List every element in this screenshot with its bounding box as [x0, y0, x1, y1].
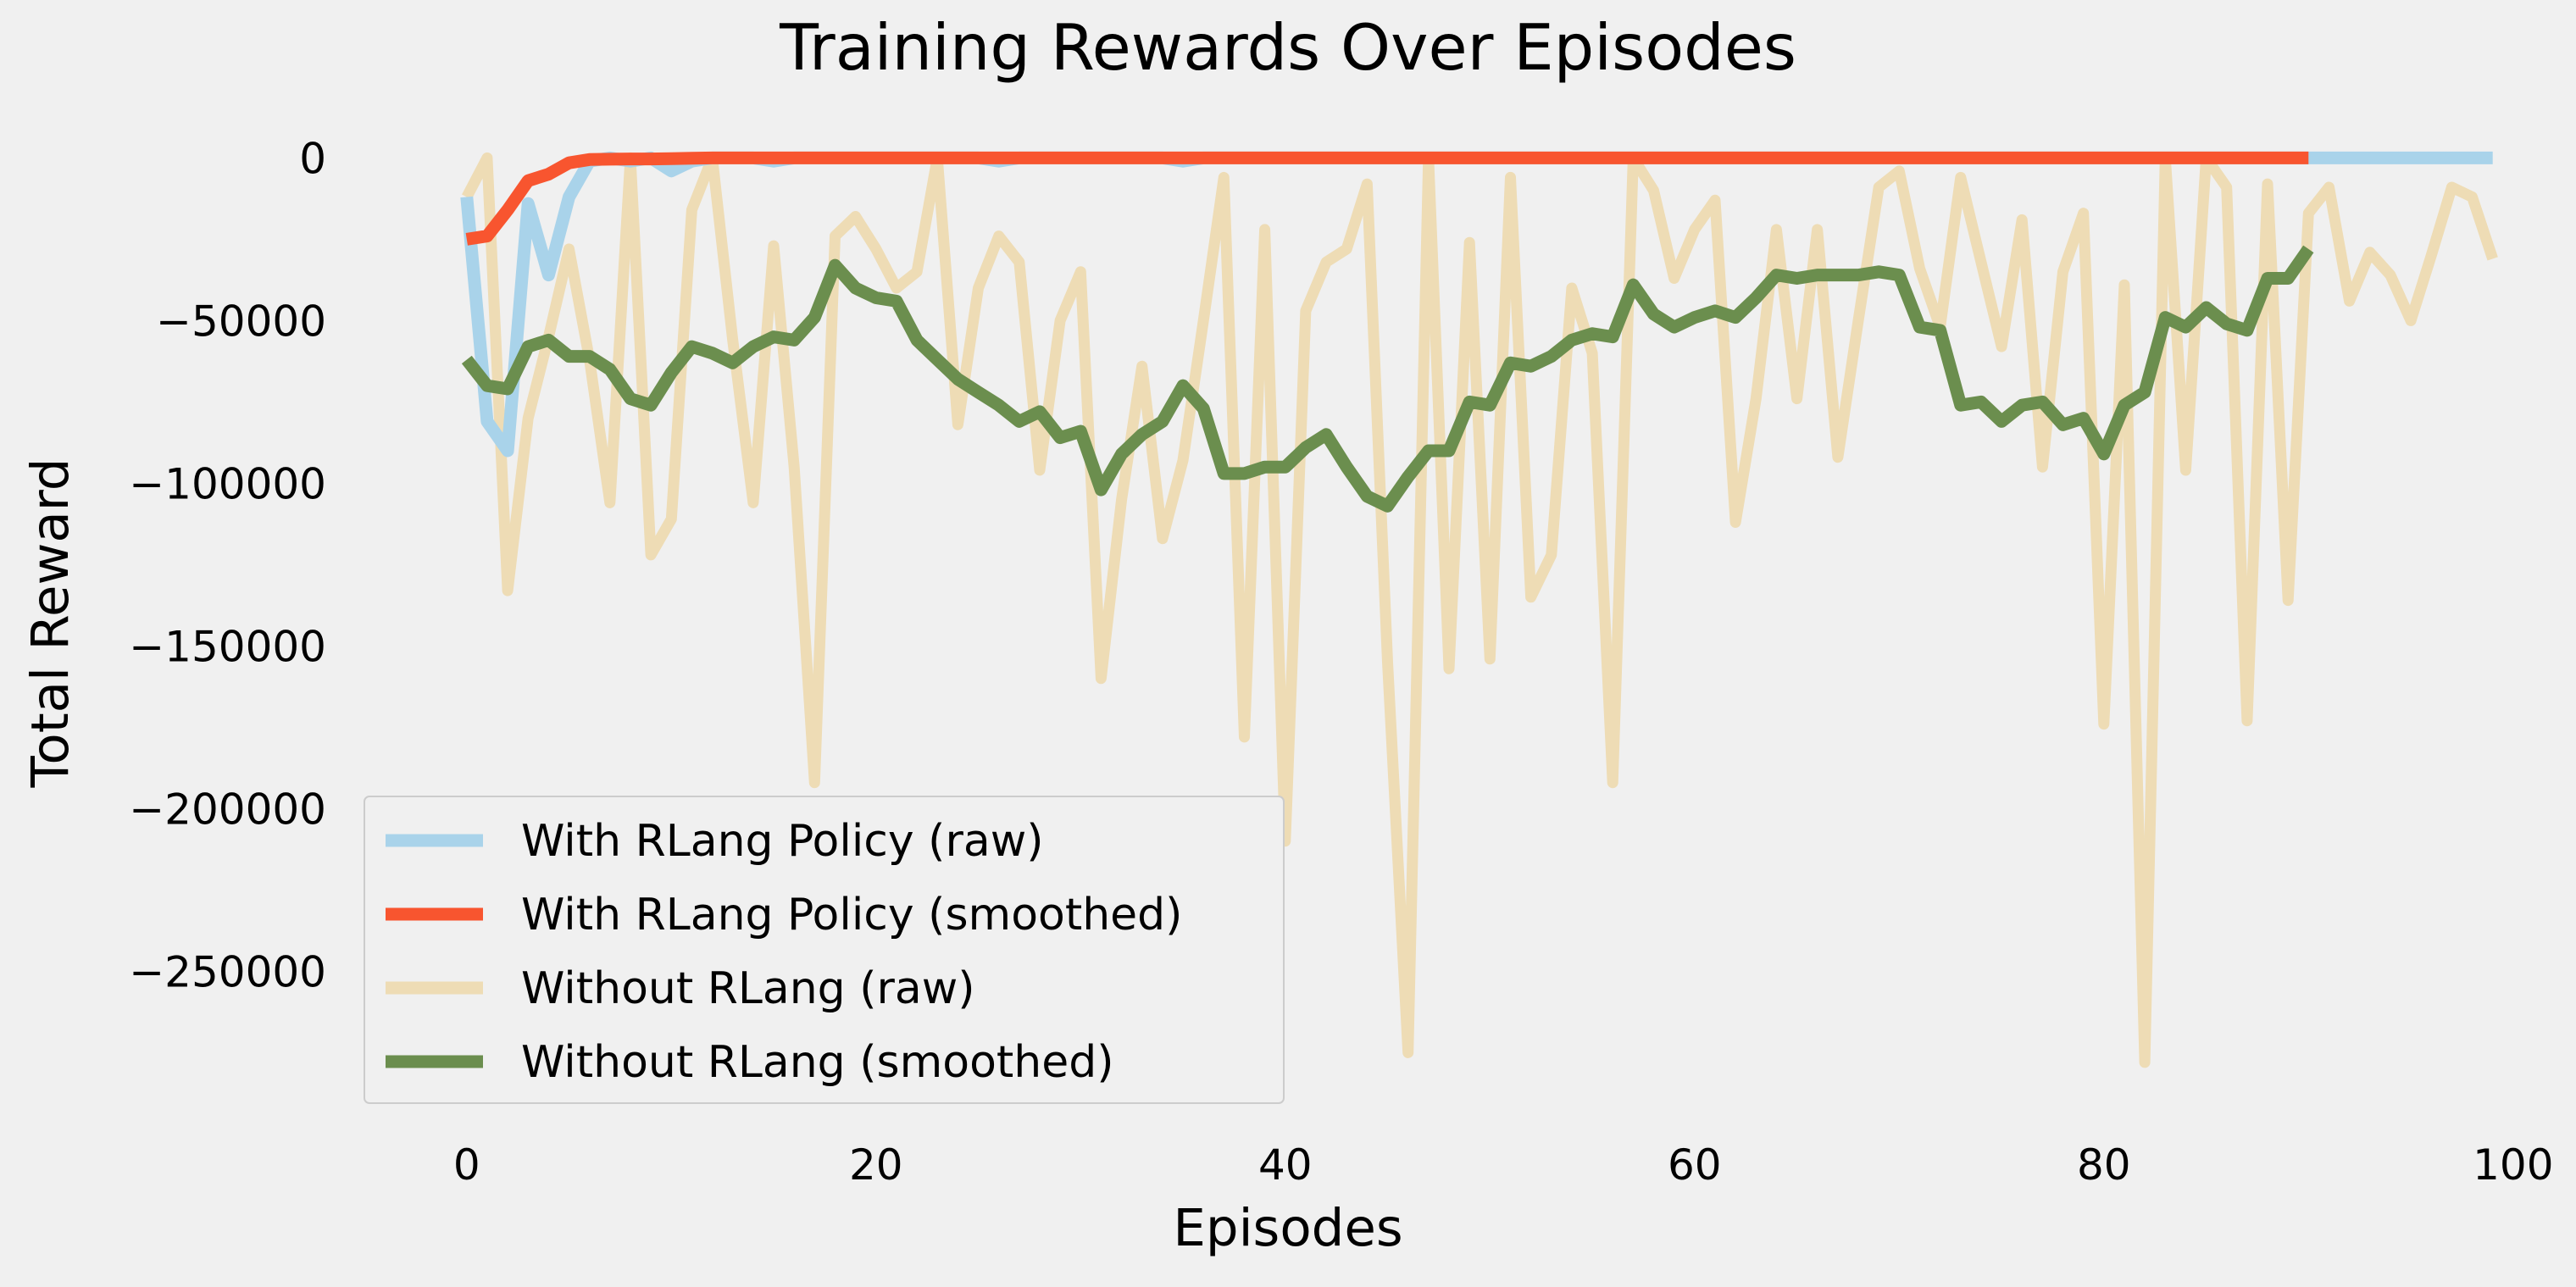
legend-items: With RLang Policy (raw) With RLang Policy… [386, 816, 1182, 1088]
legend-box [364, 796, 1285, 1104]
y-tick-label: −100000 [129, 459, 326, 508]
legend-label: With RLang Policy (raw) [521, 816, 1044, 867]
y-tick-label: −50000 [156, 297, 326, 346]
x-tick-label: 0 [453, 1140, 480, 1190]
chart-title: Training Rewards Over Episodes [779, 10, 1796, 85]
y-tick-labels: 0 −50000 −100000 −150000 −200000 −250000 [129, 134, 326, 996]
legend-label: With RLang Policy (smoothed) [521, 890, 1182, 940]
x-tick-label: 100 [2473, 1140, 2553, 1190]
y-tick-label: 0 [299, 134, 326, 183]
x-tick-labels: 0 20 40 60 80 100 [453, 1140, 2554, 1190]
y-tick-label: −150000 [129, 622, 326, 671]
y-axis-title: Total Reward [20, 458, 80, 788]
legend: With RLang Policy (raw) With RLang Policy… [364, 796, 1285, 1104]
series-line-1 [462, 152, 2498, 1068]
x-tick-label: 20 [849, 1140, 903, 1190]
x-tick-label: 80 [2077, 1140, 2131, 1190]
legend-label: Without RLang (raw) [521, 963, 975, 1014]
series-line-4 [461, 245, 2314, 513]
legend-label: Without RLang (smoothed) [521, 1037, 1114, 1088]
x-axis-title: Episodes [1173, 1198, 1402, 1258]
x-tick-label: 60 [1668, 1140, 1722, 1190]
x-tick-label: 40 [1258, 1140, 1313, 1190]
y-tick-label: −250000 [129, 947, 326, 996]
y-tick-label: −200000 [129, 785, 326, 834]
series-layer [460, 151, 2498, 1068]
series-line-3 [465, 151, 2309, 246]
